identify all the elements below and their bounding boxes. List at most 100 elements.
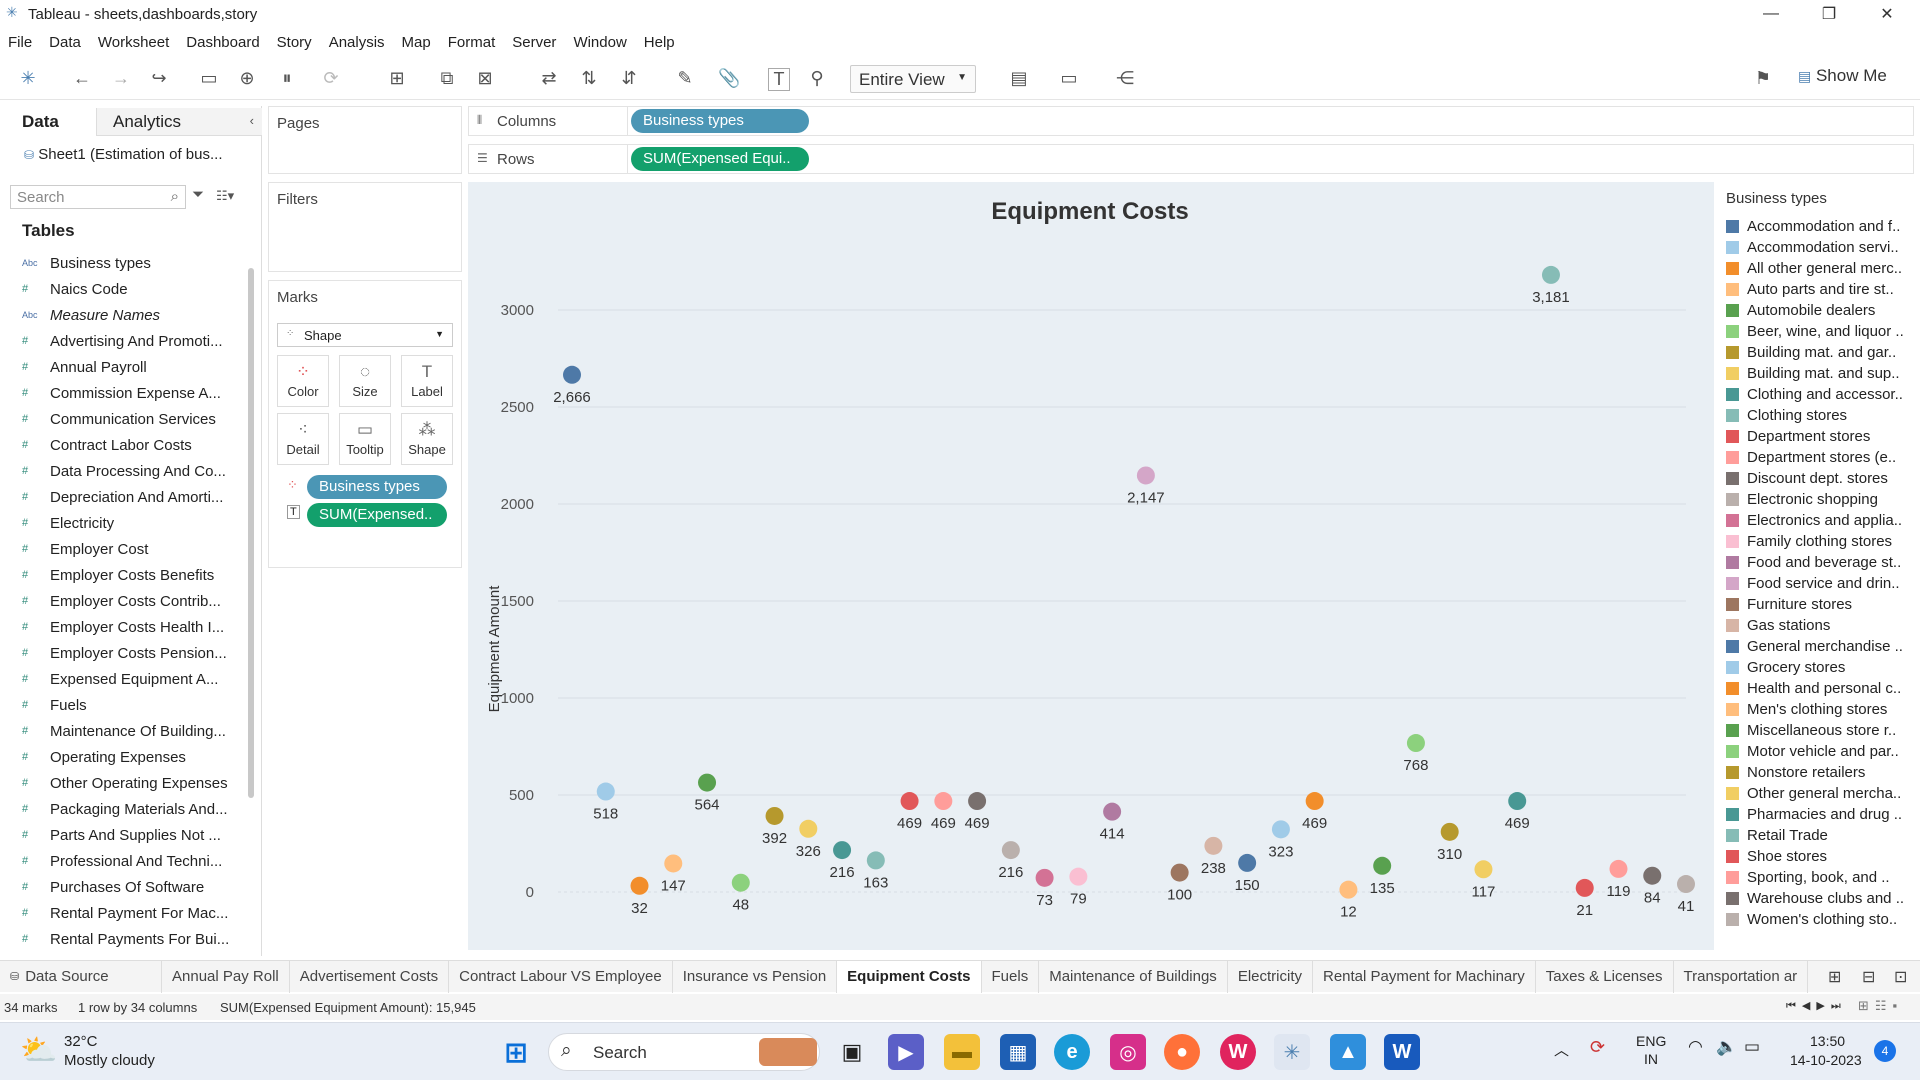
field-item[interactable]: # Operating Expenses xyxy=(22,744,238,770)
mark-type-select[interactable]: ⁘ Shape ▼ xyxy=(277,323,453,347)
labels-icon[interactable]: T xyxy=(768,68,790,91)
legend-item[interactable]: Grocery stores xyxy=(1720,657,1910,677)
sheet-tab[interactable]: Transportation ar xyxy=(1674,960,1809,993)
replay-icon[interactable]: ↪ xyxy=(151,68,167,88)
legend-item[interactable]: Family clothing stores xyxy=(1720,531,1910,551)
field-item[interactable]: # Electricity xyxy=(22,510,238,536)
minimize-button[interactable]: — xyxy=(1763,5,1779,22)
menu-server[interactable]: Server xyxy=(512,33,557,51)
field-item[interactable]: # Employer Costs Pension... xyxy=(22,640,238,666)
new-story-icon[interactable]: ⊡ xyxy=(1894,969,1908,986)
swap-icon[interactable]: ⇄ xyxy=(541,68,557,88)
field-item[interactable]: # Expensed Equipment A... xyxy=(22,666,238,692)
filter-icon[interactable]: ⏷ xyxy=(192,186,205,203)
legend-item[interactable]: Auto parts and tire st.. xyxy=(1720,279,1910,299)
data-point[interactable] xyxy=(900,792,919,811)
data-point[interactable] xyxy=(866,851,885,870)
field-item[interactable]: # Data Processing And Co... xyxy=(22,458,238,484)
volume-icon[interactable]: 🔈 xyxy=(1716,1037,1738,1056)
field-item[interactable]: # Naics Code xyxy=(22,276,238,302)
legend-item[interactable]: Health and personal c.. xyxy=(1720,678,1910,698)
tableau-home-icon[interactable]: ✳ xyxy=(20,68,36,88)
collapse-icon[interactable]: ‹ xyxy=(249,113,254,128)
data-point[interactable] xyxy=(934,792,953,811)
sheet-tab[interactable]: Equipment Costs xyxy=(837,960,982,993)
legend-item[interactable]: Pharmacies and drug .. xyxy=(1720,804,1910,824)
mark-pill-sum[interactable]: SUM(Expensed.. xyxy=(307,503,447,527)
clear-sheet-icon[interactable]: ⊠ xyxy=(477,68,493,88)
data-point[interactable] xyxy=(1238,853,1257,872)
field-item[interactable]: # Packaging Materials And... xyxy=(22,796,238,822)
edge-icon[interactable]: e xyxy=(1054,1034,1090,1070)
legend-item[interactable]: Other general mercha.. xyxy=(1720,783,1910,803)
field-item[interactable]: # Maintenance Of Building... xyxy=(22,718,238,744)
legend-item[interactable]: Clothing stores xyxy=(1720,405,1910,425)
data-point[interactable] xyxy=(1339,880,1358,899)
data-point[interactable] xyxy=(1643,866,1662,885)
menu-window[interactable]: Window xyxy=(573,33,627,51)
data-point[interactable] xyxy=(1541,265,1560,284)
file-explorer-icon[interactable]: ▬ xyxy=(944,1034,980,1070)
data-point[interactable] xyxy=(1508,792,1527,811)
clock-date[interactable]: 14-10-2023 xyxy=(1790,1052,1862,1068)
data-point[interactable] xyxy=(664,854,683,873)
legend-item[interactable]: Discount dept. stores xyxy=(1720,468,1910,488)
color-button[interactable]: ⁘ Color xyxy=(277,355,329,407)
legend-item[interactable]: Department stores (e.. xyxy=(1720,447,1910,467)
field-item[interactable]: # Other Operating Expenses xyxy=(22,770,238,796)
data-point[interactable] xyxy=(563,365,581,384)
legend-item[interactable]: Electronic shopping xyxy=(1720,489,1910,509)
menu-worksheet[interactable]: Worksheet xyxy=(97,33,170,51)
redo-icon[interactable]: → xyxy=(112,68,130,88)
field-item[interactable]: Abc Measure Names xyxy=(22,302,238,328)
field-item[interactable]: # Communication Services xyxy=(22,406,238,432)
data-point[interactable] xyxy=(1204,836,1223,855)
legend-item[interactable]: Gas stations xyxy=(1720,615,1910,635)
field-item[interactable]: # Employer Cost xyxy=(22,536,238,562)
data-point[interactable] xyxy=(1136,466,1155,485)
legend-item[interactable]: Building mat. and sup.. xyxy=(1720,363,1910,383)
field-item[interactable]: # Rental Payment For Mac... xyxy=(22,900,238,926)
legend-item[interactable]: Building mat. and gar.. xyxy=(1720,342,1910,362)
tray-chevron-icon[interactable]: ︿ xyxy=(1554,1042,1570,1059)
field-item[interactable]: # Employer Costs Health I... xyxy=(22,614,238,640)
sheet-tab[interactable]: Taxes & Licenses xyxy=(1536,960,1674,993)
legend-item[interactable]: Men's clothing stores xyxy=(1720,699,1910,719)
menu-analysis[interactable]: Analysis xyxy=(328,33,385,51)
data-point[interactable] xyxy=(1170,863,1189,882)
legend-item[interactable]: Motor vehicle and par.. xyxy=(1720,741,1910,761)
view-options-icon[interactable]: ☷▾ xyxy=(216,188,235,203)
menu-file[interactable]: File xyxy=(8,33,33,51)
view-mode-icons[interactable]: ⊞☷▪ xyxy=(1858,998,1904,1013)
clock-time[interactable]: 13:50 xyxy=(1810,1033,1846,1049)
field-item[interactable]: # Commission Expense A... xyxy=(22,380,238,406)
sort-asc-icon[interactable]: ⇅ xyxy=(581,68,597,88)
field-item[interactable]: # Rental Payments For Bui... xyxy=(22,926,238,952)
data-point[interactable] xyxy=(1271,820,1290,839)
data-point[interactable] xyxy=(698,773,717,792)
menu-help[interactable]: Help xyxy=(643,33,675,51)
field-item[interactable]: # Purchases Of Software xyxy=(22,874,238,900)
data-point[interactable] xyxy=(1677,875,1695,894)
legend-item[interactable]: Department stores xyxy=(1720,426,1910,446)
close-button[interactable]: ✕ xyxy=(1880,6,1894,23)
legend-item[interactable]: Miscellaneous store r.. xyxy=(1720,720,1910,740)
legend-item[interactable]: Retail Trade xyxy=(1720,825,1910,845)
instagram-icon[interactable]: ◎ xyxy=(1110,1034,1146,1070)
show-me-button[interactable]: ▤ Show Me xyxy=(1798,66,1887,86)
legend-item[interactable]: Clothing and accessor.. xyxy=(1720,384,1910,404)
data-point[interactable] xyxy=(1035,868,1054,887)
presentation-icon[interactable]: ▭ xyxy=(1060,68,1078,88)
data-point[interactable] xyxy=(596,782,615,801)
new-worksheet-icon[interactable]: ⊞ xyxy=(389,68,405,88)
data-point[interactable] xyxy=(1440,822,1459,841)
legend-item[interactable]: Women's clothing sto.. xyxy=(1720,909,1910,929)
field-item[interactable]: # Employer Costs Benefits xyxy=(22,562,238,588)
data-point[interactable] xyxy=(1474,860,1493,879)
legend-item[interactable]: Warehouse clubs and .. xyxy=(1720,888,1910,908)
menu-format[interactable]: Format xyxy=(447,33,496,51)
share-icon[interactable]: ⋲ xyxy=(1116,68,1134,88)
undo-icon[interactable]: ← xyxy=(73,68,91,88)
data-point[interactable] xyxy=(968,792,987,811)
legend-item[interactable]: Shoe stores xyxy=(1720,846,1910,866)
